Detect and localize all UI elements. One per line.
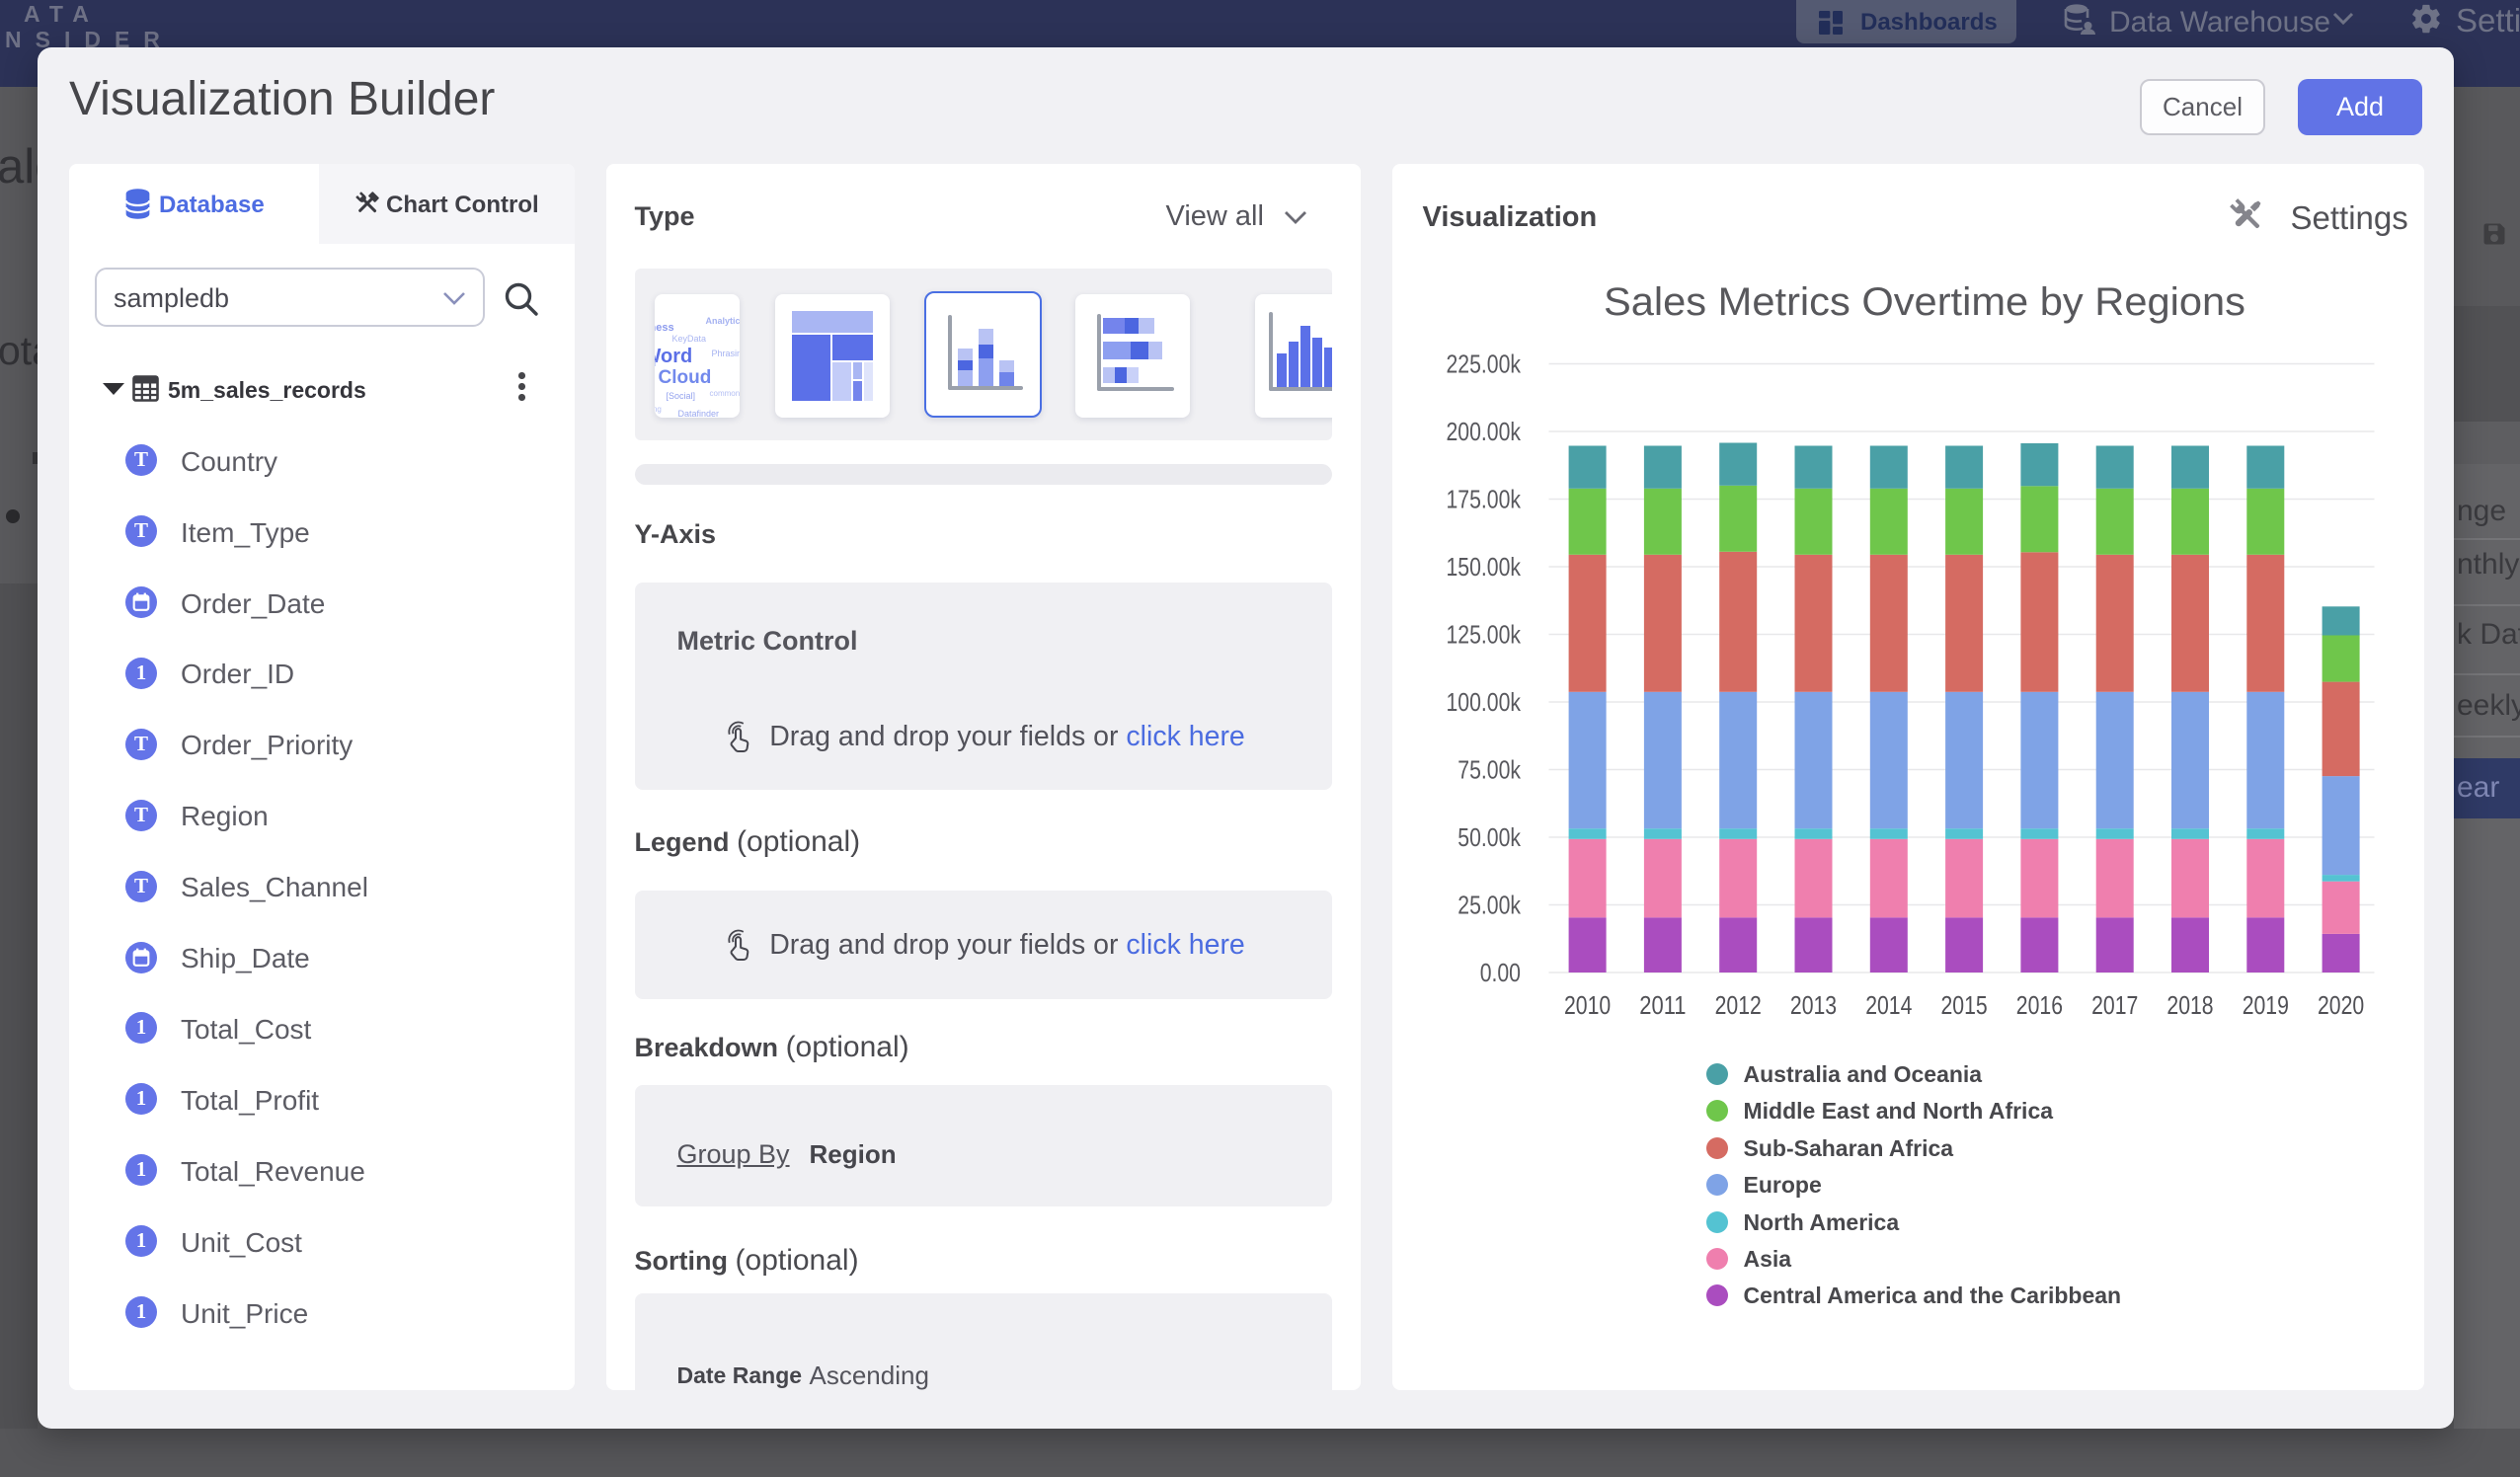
svg-text:2011: 2011 [1639, 990, 1686, 1020]
svg-text:2014: 2014 [1865, 990, 1912, 1020]
svg-text:200.00k: 200.00k [1446, 417, 1521, 446]
svg-text:0.00: 0.00 [1479, 958, 1520, 987]
svg-text:2013: 2013 [1789, 990, 1836, 1020]
svg-text:50.00k: 50.00k [1457, 822, 1522, 852]
svg-text:2019: 2019 [2242, 990, 2288, 1020]
svg-text:175.00k: 175.00k [1446, 485, 1521, 514]
svg-text:2015: 2015 [1940, 990, 1987, 1020]
svg-text:2018: 2018 [2166, 990, 2213, 1020]
svg-text:2012: 2012 [1714, 990, 1761, 1020]
svg-text:75.00k: 75.00k [1457, 755, 1522, 785]
svg-text:Sales Metrics Overtime by Regi: Sales Metrics Overtime by Regions [1604, 280, 2245, 324]
svg-text:2010: 2010 [1564, 990, 1611, 1020]
svg-text:2016: 2016 [2015, 990, 2062, 1020]
svg-text:225.00k: 225.00k [1446, 350, 1521, 379]
svg-text:2020: 2020 [2318, 990, 2364, 1020]
svg-text:100.00k: 100.00k [1446, 687, 1521, 717]
svg-text:125.00k: 125.00k [1446, 620, 1521, 650]
svg-text:25.00k: 25.00k [1457, 891, 1522, 920]
svg-text:2017: 2017 [2091, 990, 2138, 1020]
svg-text:150.00k: 150.00k [1446, 552, 1521, 582]
